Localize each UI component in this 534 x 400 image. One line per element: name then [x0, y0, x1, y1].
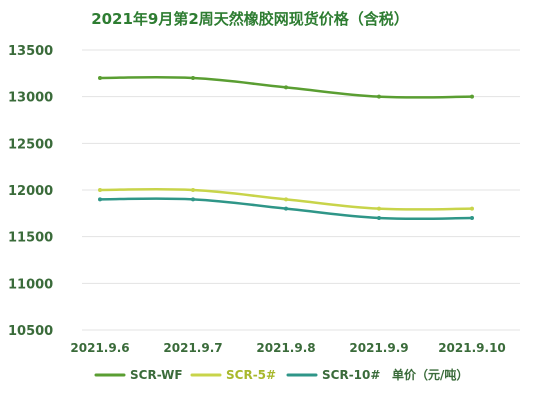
y-tick-label: 12500 [8, 137, 53, 152]
x-tick-label: 2021.9.6 [70, 341, 129, 355]
y-tick-label: 11000 [8, 277, 53, 292]
data-point [98, 76, 102, 80]
data-point [191, 76, 195, 80]
legend-label: SCR-WF [130, 368, 183, 382]
legend-label: SCR-10# [322, 368, 380, 382]
x-tick-label: 2021.9.8 [256, 341, 315, 355]
data-point [98, 197, 102, 202]
data-point [284, 206, 288, 211]
legend: SCR-WF SCR-5# SCR-10# 单价（元/吨） [94, 367, 468, 382]
x-tick-label: 2021.9.7 [163, 341, 222, 355]
chart-title: 2021年9月第2周天然橡胶网现货价格（含税） [91, 10, 409, 28]
data-point [191, 188, 195, 192]
data-point [284, 197, 288, 202]
data-point [470, 94, 474, 99]
data-point [98, 188, 102, 192]
data-point [191, 197, 195, 202]
y-axis-ticks: 10500 11000 11500 12000 12500 13000 13500 [8, 44, 53, 339]
legend-unit-label: 单价（元/吨） [392, 367, 468, 382]
y-tick-label: 10500 [8, 324, 53, 339]
x-tick-label: 2021.9.10 [438, 341, 506, 355]
x-tick-label: 2021.9.9 [349, 341, 408, 355]
series-lines [98, 75, 474, 221]
y-tick-label: 13500 [8, 44, 53, 59]
data-point [377, 206, 381, 211]
x-axis-ticks: 2021.9.6 2021.9.7 2021.9.8 2021.9.9 2021.9.1… [70, 341, 505, 355]
data-point [470, 206, 474, 211]
data-point [377, 216, 381, 220]
y-tick-label: 12000 [8, 184, 53, 199]
data-point [284, 85, 288, 90]
data-point [377, 94, 381, 99]
y-tick-label: 13000 [8, 91, 53, 106]
data-point [470, 216, 474, 220]
legend-label: SCR-5# [226, 368, 276, 382]
y-tick-label: 11500 [8, 231, 53, 246]
